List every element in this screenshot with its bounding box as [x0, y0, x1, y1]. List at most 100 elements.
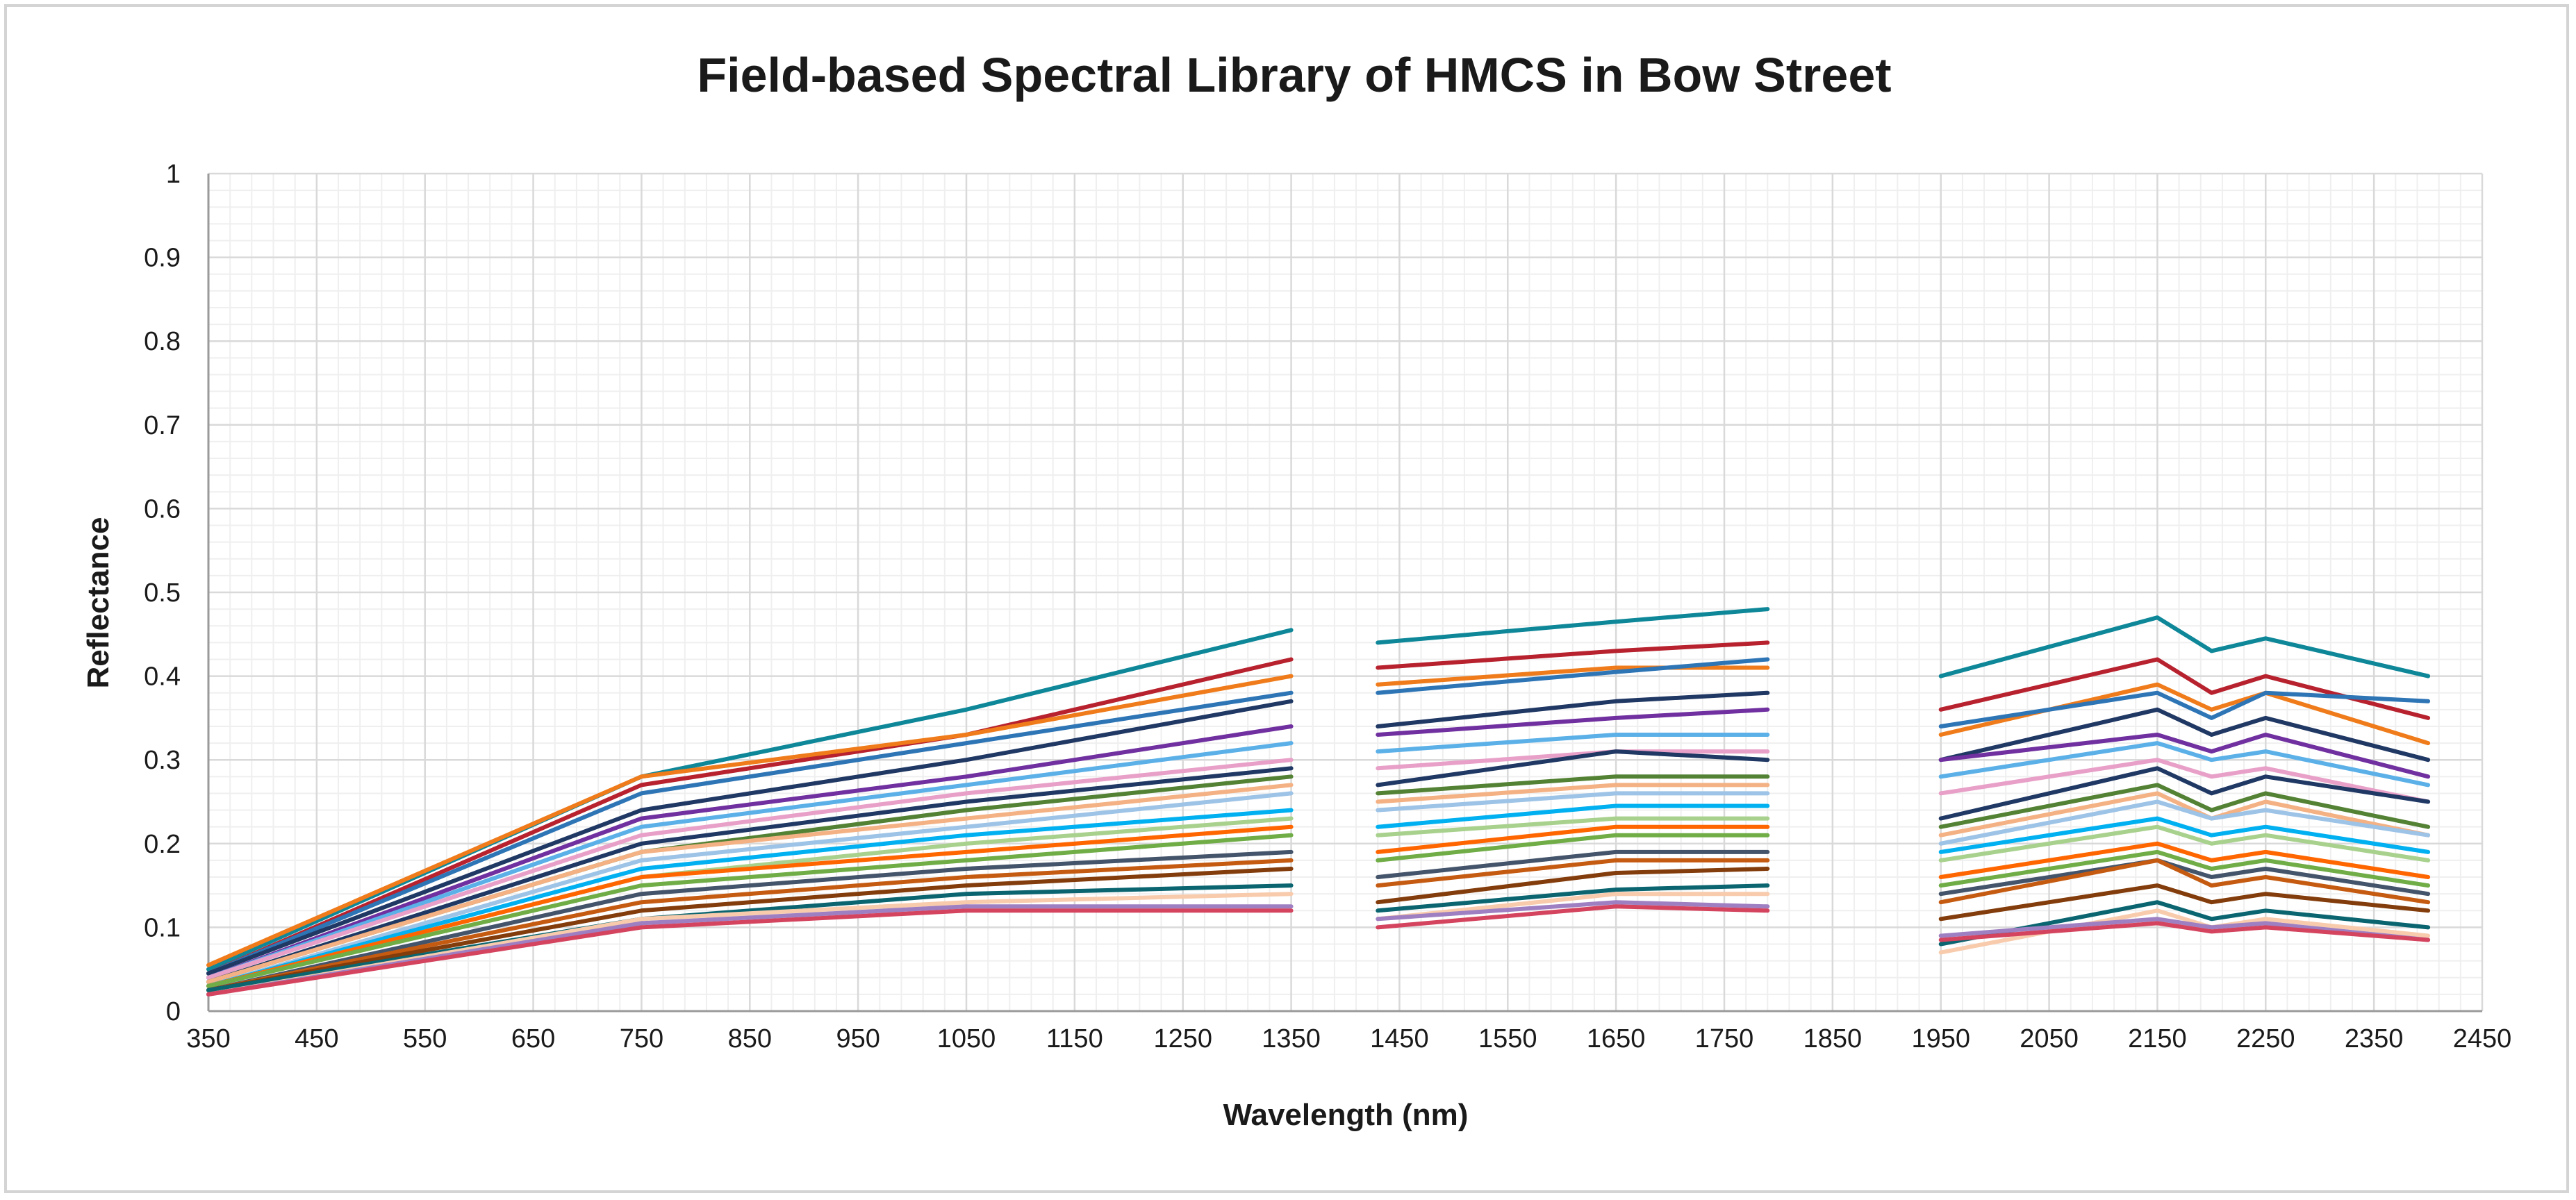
x-tick-label: 2350	[2345, 1024, 2404, 1053]
spectrum-line-14	[1376, 816, 1770, 838]
x-tick-label: 850	[728, 1024, 772, 1053]
x-tick-label: 2450	[2453, 1024, 2512, 1053]
chart-title: Field-based Spectral Library of HMCS in …	[697, 48, 1891, 102]
spectrum-line-20	[206, 883, 1294, 992]
spectrum-line-3	[1376, 665, 1770, 687]
x-tick-label: 350	[186, 1024, 230, 1053]
x-tick-label: 1350	[1262, 1024, 1321, 1053]
spectrum-line-2	[206, 657, 1294, 976]
spectrum-line-4	[1376, 657, 1770, 695]
spectrum-line-3	[206, 674, 1294, 967]
spectrum-line-13	[1938, 816, 2431, 854]
spectrum-line-20	[1938, 900, 2431, 947]
y-tick-label: 1	[166, 160, 181, 189]
data-series	[206, 607, 2431, 997]
x-tick-label: 650	[511, 1024, 555, 1053]
spectrum-line-6	[1376, 707, 1770, 737]
x-tick-label: 1550	[1478, 1024, 1537, 1053]
x-tick-label: 2050	[2020, 1024, 2079, 1053]
spectrum-line-9	[1938, 766, 2431, 821]
y-axis-title: Reflectance	[81, 517, 115, 688]
spectrum-line-16	[1938, 849, 2431, 888]
spectral-line-chart: Field-based Spectral Library of HMCS in …	[81, 48, 2511, 1132]
y-tick-label: 0	[166, 997, 181, 1026]
spectrum-line-4	[1938, 690, 2431, 728]
spectrum-line-10	[1938, 783, 2431, 829]
spectrum-line-3	[1938, 682, 2431, 746]
spectrum-line-7	[1376, 733, 1770, 754]
spectrum-line-18	[1938, 858, 2431, 905]
spectrum-line-15	[1938, 841, 2431, 879]
x-tick-label: 1950	[1911, 1024, 1970, 1053]
y-tick-label: 0.4	[144, 662, 181, 692]
spectrum-line-15	[206, 824, 1294, 988]
spectrum-line-5	[1938, 707, 2431, 762]
x-tick-label: 1850	[1803, 1024, 1863, 1053]
spectrum-line-17	[1376, 849, 1770, 879]
spectrum-line-2	[1376, 640, 1770, 670]
spectrum-line-8	[1938, 758, 2431, 804]
spectrum-line-6	[206, 724, 1294, 980]
x-tick-label: 2250	[2236, 1024, 2295, 1053]
y-tick-label: 0.3	[144, 746, 181, 775]
spectrum-line-14	[1938, 824, 2431, 862]
spectrum-line-2	[1938, 657, 2431, 720]
spectrum-line-17	[1938, 858, 2431, 897]
spectrum-line-10	[1376, 774, 1770, 796]
spectrum-line-13	[1376, 803, 1770, 829]
x-tick-label: 450	[295, 1024, 338, 1053]
spectrum-line-12	[1376, 791, 1770, 812]
spectrum-line-1	[1376, 607, 1770, 645]
spectrum-line-9	[206, 766, 1294, 984]
spectrum-line-22	[1938, 917, 2431, 942]
x-tick-label: 1250	[1153, 1024, 1212, 1053]
y-tick-label: 0.7	[144, 411, 181, 440]
spectrum-line-20	[1376, 883, 1770, 913]
spectrum-line-22	[1376, 900, 1770, 922]
spectrum-line-18	[1376, 858, 1770, 888]
y-tick-label: 0.2	[144, 830, 181, 859]
chart-frame: Field-based Spectral Library of HMCS in …	[4, 4, 2569, 1193]
spectrum-line-8	[206, 758, 1294, 980]
y-tick-label: 0.1	[144, 913, 181, 942]
x-tick-label: 950	[836, 1024, 880, 1053]
x-tick-label: 1050	[937, 1024, 996, 1053]
y-tick-label: 0.9	[144, 244, 181, 273]
spectrum-line-13	[206, 808, 1294, 988]
tick-labels: 350 450 550 650 750 850 950 1050 1150 1250 1350 145…	[144, 160, 2511, 1053]
spectrum-line-12	[1938, 799, 2431, 846]
y-tick-label: 0.6	[144, 494, 181, 524]
spectrum-line-21	[206, 892, 1294, 997]
spectrum-line-5	[206, 699, 1294, 976]
x-tick-label: 2150	[2128, 1024, 2187, 1053]
x-tick-label: 550	[403, 1024, 447, 1053]
spectrum-line-23	[1938, 921, 2431, 942]
x-tick-label: 1450	[1370, 1024, 1429, 1053]
spectrum-line-15	[1376, 824, 1770, 854]
spectrum-line-5	[1376, 690, 1770, 728]
axes	[207, 174, 2482, 1012]
spectrum-line-19	[1376, 867, 1770, 905]
spectrum-line-23	[206, 908, 1294, 997]
spectrum-line-11	[206, 783, 1294, 984]
spectrum-line-18	[206, 858, 1294, 992]
spectrum-line-21	[1376, 892, 1770, 922]
spectrum-line-1	[1938, 615, 2431, 678]
spectrum-line-16	[1376, 833, 1770, 862]
spectrum-line-23	[1376, 904, 1770, 930]
y-tick-label: 0.5	[144, 578, 181, 608]
x-axis-title: Wavelength (nm)	[1223, 1098, 1469, 1132]
spectrum-line-7	[1938, 741, 2431, 788]
x-tick-label: 1650	[1587, 1024, 1646, 1053]
spectrum-line-6	[1938, 733, 2431, 779]
spectrum-line-9	[1376, 749, 1770, 788]
x-tick-label: 1750	[1695, 1024, 1754, 1053]
spectrum-line-7	[206, 741, 1294, 980]
spectrum-line-19	[206, 867, 1294, 992]
spectrum-line-4	[206, 690, 1294, 976]
x-tick-label: 1150	[1046, 1024, 1103, 1053]
spectrum-line-12	[206, 791, 1294, 988]
x-tick-label: 750	[620, 1024, 663, 1053]
spectrum-line-17	[206, 849, 1294, 992]
spectrum-line-16	[206, 833, 1294, 988]
